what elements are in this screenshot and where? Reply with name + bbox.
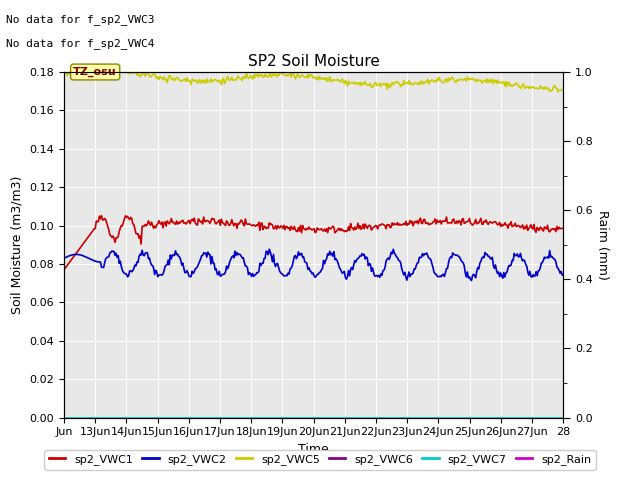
- Text: No data for f_sp2_VWC4: No data for f_sp2_VWC4: [6, 38, 155, 49]
- Title: SP2 Soil Moisture: SP2 Soil Moisture: [248, 54, 380, 70]
- Legend: sp2_VWC1, sp2_VWC2, sp2_VWC5, sp2_VWC6, sp2_VWC7, sp2_Rain: sp2_VWC1, sp2_VWC2, sp2_VWC5, sp2_VWC6, …: [44, 450, 596, 469]
- Y-axis label: Raim (mm): Raim (mm): [596, 210, 609, 280]
- Text: TZ_osu: TZ_osu: [74, 67, 117, 77]
- X-axis label: Time: Time: [298, 443, 329, 456]
- Text: No data for f_sp2_VWC3: No data for f_sp2_VWC3: [6, 14, 155, 25]
- Y-axis label: Soil Moisture (m3/m3): Soil Moisture (m3/m3): [11, 176, 24, 314]
